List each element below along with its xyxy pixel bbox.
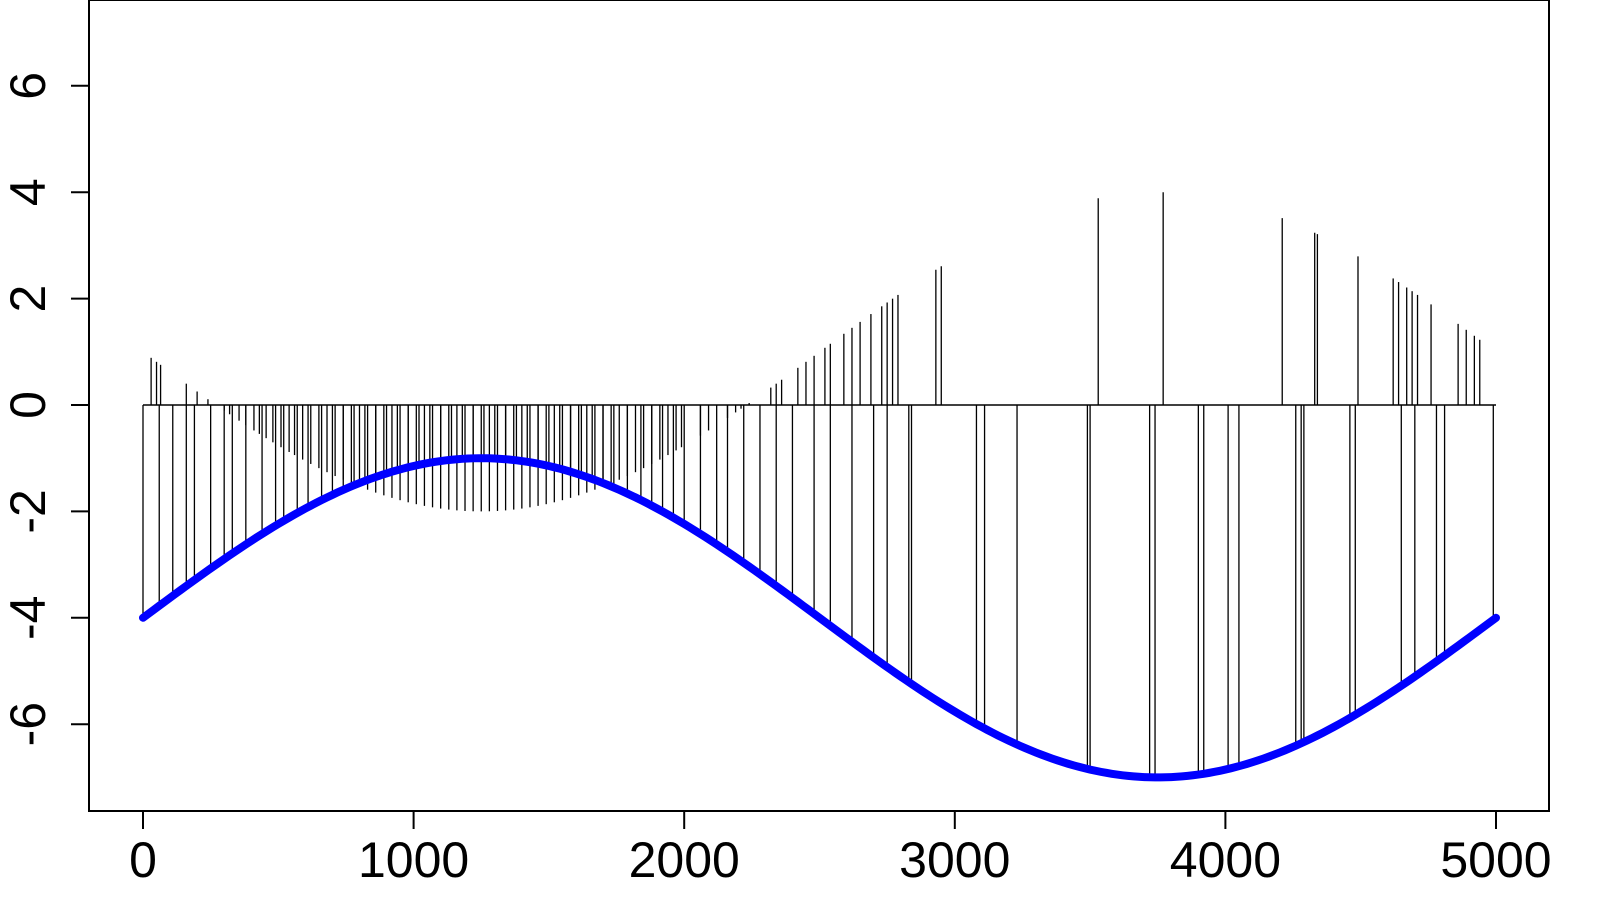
x-tick-label: 3000: [899, 832, 1010, 888]
y-tick-label: 6: [0, 72, 56, 100]
x-tick-label: 0: [129, 832, 157, 888]
x-tick-label: 1000: [358, 832, 469, 888]
x-axis: 0 1000 2000 3000 4000 5000: [129, 810, 1552, 888]
x-tick-label: 4000: [1170, 832, 1281, 888]
x-tick-label: 5000: [1440, 832, 1551, 888]
series-curve: [139, 454, 1500, 782]
x-tick-label: 2000: [629, 832, 740, 888]
y-tick-label: 2: [0, 285, 56, 313]
y-tick-label: -2: [0, 489, 56, 533]
y-axis: -6 -4 -2 0 2 4 6: [0, 72, 90, 746]
y-tick-label: 0: [0, 391, 56, 419]
curve-group: [139, 454, 1500, 782]
y-tick-label: -6: [0, 702, 56, 746]
y-tick-label: -4: [0, 596, 56, 640]
y-tick-label: 4: [0, 178, 56, 206]
